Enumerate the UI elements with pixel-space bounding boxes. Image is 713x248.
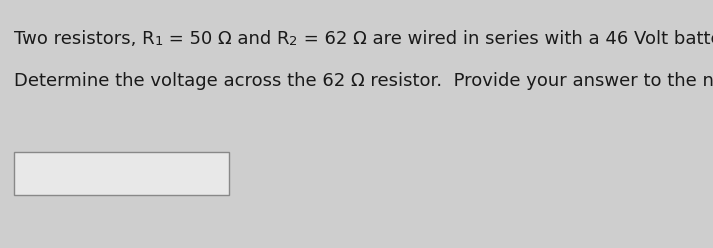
Text: = 50 Ω and R: = 50 Ω and R — [163, 30, 289, 48]
Bar — [14, 152, 229, 195]
Text: 1: 1 — [155, 34, 163, 48]
Text: Two resistors, R: Two resistors, R — [14, 30, 155, 48]
Text: = 62 Ω are wired in series with a 46 Volt battery.: = 62 Ω are wired in series with a 46 Vol… — [298, 30, 713, 48]
Text: Determine the voltage across the 62 Ω resistor.  Provide your answer to the near: Determine the voltage across the 62 Ω re… — [14, 72, 713, 90]
Text: 2: 2 — [289, 34, 298, 48]
